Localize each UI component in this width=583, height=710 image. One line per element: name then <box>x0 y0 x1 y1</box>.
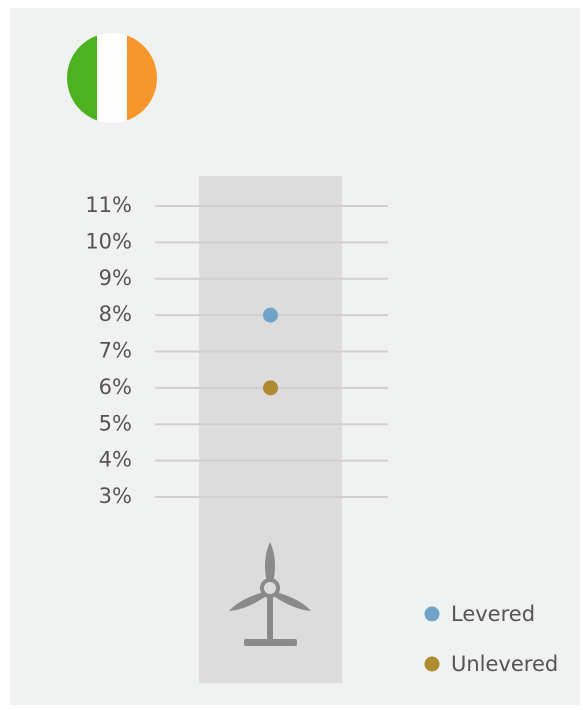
y-tick-label: 4% <box>99 448 132 472</box>
y-tick-label: 3% <box>99 484 132 508</box>
y-tick-label: 5% <box>99 411 132 435</box>
dot <box>263 380 278 396</box>
y-tick-label: 7% <box>99 339 132 363</box>
y-tick-label: 6% <box>99 375 132 399</box>
legend-marker <box>424 656 440 672</box>
y-tick-label: 8% <box>99 302 132 326</box>
legend-label: Levered <box>451 602 535 626</box>
y-tick-label: 9% <box>99 266 132 290</box>
dot <box>263 307 278 323</box>
flag <box>67 33 157 123</box>
legend-marker <box>424 606 440 622</box>
y-tick-label: 10% <box>85 229 132 253</box>
turbine-icon <box>229 542 311 646</box>
y-tick-label: 11% <box>85 193 132 217</box>
legend-label: Unlevered <box>451 652 558 676</box>
